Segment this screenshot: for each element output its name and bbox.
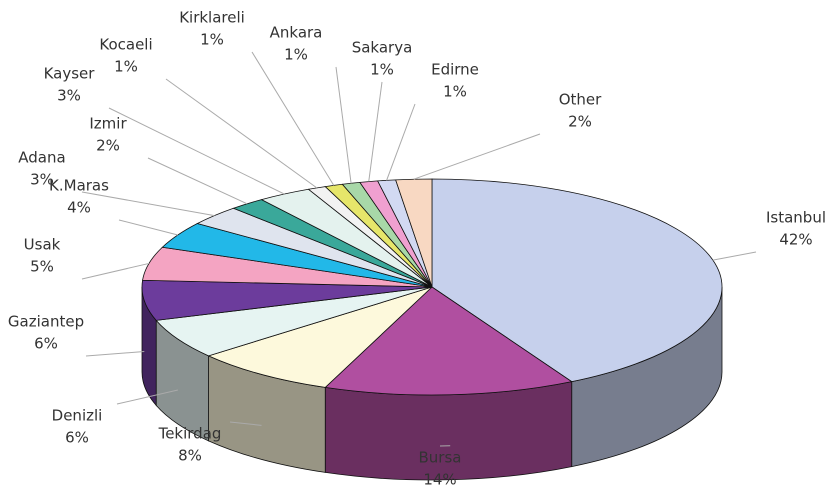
label-name: Izmir bbox=[89, 115, 127, 133]
label-value: 1% bbox=[284, 46, 308, 64]
label-value: 5% bbox=[30, 258, 54, 276]
label-name: Istanbul bbox=[766, 209, 826, 227]
label-name: Bursa bbox=[419, 449, 462, 467]
label-name: Usak bbox=[24, 236, 61, 254]
label-value: 3% bbox=[57, 87, 81, 105]
label-value: 6% bbox=[34, 335, 58, 353]
leader-line bbox=[335, 66, 352, 184]
leader-line bbox=[386, 103, 416, 181]
label-value: 1% bbox=[114, 58, 138, 76]
leader-line bbox=[81, 191, 215, 217]
label-value: 14% bbox=[423, 471, 456, 486]
slice bbox=[395, 178, 433, 288]
leader-line bbox=[108, 107, 285, 195]
label-value: 1% bbox=[370, 61, 394, 79]
leader-line bbox=[368, 81, 383, 182]
label-name: Tekirdag bbox=[158, 425, 222, 443]
leader-line bbox=[147, 157, 248, 205]
leader-line bbox=[118, 219, 178, 236]
label-name: Sakarya bbox=[352, 39, 413, 57]
label-value: 42% bbox=[779, 231, 812, 249]
label-name: Denizli bbox=[52, 407, 103, 425]
leader-line bbox=[116, 389, 178, 405]
label-name: Kocaeli bbox=[99, 36, 152, 54]
label-name: Edirne bbox=[431, 61, 479, 79]
label-name: Gaziantep bbox=[8, 313, 84, 331]
label-name: Adana bbox=[18, 149, 65, 167]
label-value: 2% bbox=[96, 137, 120, 155]
leader-line bbox=[81, 262, 150, 280]
slice bbox=[431, 178, 723, 383]
label-value: 1% bbox=[200, 31, 224, 49]
label-name: Kirklareli bbox=[179, 9, 245, 27]
label-value: 4% bbox=[67, 199, 91, 217]
label-value: 2% bbox=[568, 113, 592, 131]
label-name: K.Maras bbox=[49, 177, 109, 195]
leader-line bbox=[712, 251, 757, 261]
label-name: Kayser bbox=[44, 65, 96, 83]
slice bbox=[207, 286, 433, 388]
leader-line bbox=[413, 133, 541, 180]
label-value: 3% bbox=[30, 171, 54, 189]
leader-line bbox=[251, 51, 335, 186]
label-value: 1% bbox=[443, 83, 467, 101]
leader-line bbox=[165, 78, 318, 189]
leader-line bbox=[229, 421, 262, 426]
label-name: Ankara bbox=[270, 24, 323, 42]
label-value: 8% bbox=[178, 447, 202, 465]
slice bbox=[324, 286, 573, 396]
label-name: Other bbox=[559, 91, 602, 109]
leader-line bbox=[85, 351, 145, 357]
label-value: 6% bbox=[65, 429, 89, 447]
